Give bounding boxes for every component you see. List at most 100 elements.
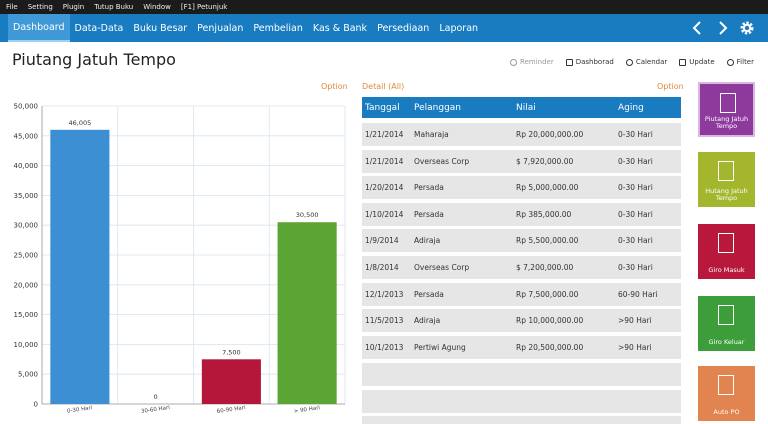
y-tick-label: 35,000 [14,192,39,200]
table-cell: 11/5/2013 [365,316,404,326]
table-row[interactable]: 1/21/2014 Maharaja Rp 20,000,000.00 0-30 Ha… [362,123,681,146]
toolbar-label: Filter [736,58,754,66]
detail-label[interactable]: Detail (All) [362,82,405,91]
menu-item[interactable]: Window [143,3,171,11]
toolbar-button[interactable]: Update [679,58,715,66]
nav-item[interactable]: Persediaan [377,22,430,34]
toolbar: Reminder Dashborad Calendar Update Filter [510,58,754,66]
table-row[interactable]: 12/1/2013 Persada Rp 7,500,000.00 60-90 Har… [362,282,681,306]
menu-item[interactable]: Tutup Buku [94,3,134,11]
tile[interactable]: Giro Masuk [698,224,755,279]
tile[interactable]: Auto PO [698,366,755,421]
column-header: Pelanggan [414,102,462,113]
table-cell: Persada [414,183,444,193]
table-cell: Rp 10,000,000.00 [516,316,584,326]
table-cell: >90 Hari [618,316,652,326]
toolbar-icon [625,58,633,66]
table-cell: Persada [414,289,444,299]
value-label: 46,005 [69,119,92,127]
tile-label: Hutang Jatuh Tempo [705,187,748,202]
back-button[interactable] [692,21,701,35]
toolbar-button[interactable]: Reminder [510,58,554,66]
x-tick-label: > 90 Hari [293,405,320,415]
table-cell: 0-30 Hari [618,263,653,272]
y-tick-label: 0 [34,401,38,409]
menu-item[interactable]: Setting [27,3,53,11]
table-cell: Adiraja [414,236,441,246]
chart-option[interactable]: Option [321,82,348,91]
table-cell: 10/1/2013 [365,342,404,352]
tile-icon [720,93,736,113]
menu-item[interactable]: [F1] Petunjuk [180,3,228,11]
nav-items: Dashboard Data-Data Buku Besar Penjualan Pem… [8,14,768,42]
y-tick-label: 45,000 [14,132,39,140]
toolbar-button[interactable]: Dashborad [565,58,614,66]
y-tick-label: 50,000 [14,103,39,111]
tile-label: Piutang Jatuh Tempo [704,115,749,130]
toolbar-icon [510,58,518,66]
table-row[interactable]: 1/9/2014 Adiraja Rp 5,500,000.00 0-30 Hari [362,229,681,253]
toolbar-button[interactable]: Calendar [625,58,668,66]
y-tick-label: 30,000 [14,222,39,230]
toolbar-label: Update [689,58,715,66]
table-row[interactable]: 1/8/2014 Overseas Corp $ 7,200,000.00 0-30 … [362,256,681,279]
table-cell: 1/21/2014 [365,130,404,139]
table-cell: Rp 5,500,000.00 [516,236,579,246]
table-cell: Rp 385,000.00 [516,209,572,219]
tile-label: Auto PO [713,408,740,416]
table-row[interactable]: 1/20/2014 Persada Rp 5,000,000.00 0-30 Hari [362,176,681,200]
table-row[interactable]: 10/1/2013 Pertiwi Agung Rp 20,500,000.00 >9… [362,335,681,359]
y-tick-label: 25,000 [14,252,39,260]
table-cell: 1/10/2014 [365,209,404,219]
table-row[interactable]: 11/5/2013 Adiraja Rp 10,000,000.00 >90 Hari [362,309,681,333]
table-cell: Rp 5,000,000.00 [516,183,579,193]
y-tick-label: 40,000 [14,162,39,170]
nav-item[interactable]: Laporan [439,22,479,34]
table-row[interactable]: 1/21/2014 Overseas Corp $ 7,920,000.00 0-30… [362,149,681,173]
value-label: 7,500 [222,348,241,356]
nav-bar: Dashboard Data-Data Buku Besar Penjualan Pem… [0,14,768,42]
tile[interactable]: Hutang Jatuh Tempo [698,152,755,207]
tile-icon [718,161,734,181]
table-cell: 0-30 Hari [618,183,653,193]
page-title: Piutang Jatuh Tempo [12,50,176,69]
nav-item[interactable]: Pembelian [253,22,303,34]
menu-bar: File Setting Plugin Tutup Buku Window [F1] Pe… [0,0,768,14]
tile[interactable]: Piutang Jatuh Tempo [698,82,755,137]
nav-item[interactable]: Kas & Bank [312,22,368,34]
forward-button[interactable] [719,21,728,35]
empty-row [362,416,681,424]
bar [277,222,337,404]
y-tick-label: 5,000 [18,371,38,379]
value-label: 30,500 [296,211,319,219]
toolbar-label: Calendar [635,58,668,66]
detail-option[interactable]: Option [657,82,684,91]
toolbar-button[interactable]: Filter [726,58,754,66]
table-cell: Pertiwi Agung [414,342,466,352]
table-cell: Maharaja [414,130,449,139]
toolbar-icon [679,58,687,66]
x-tick-label: 0-30 Hari [67,405,94,415]
nav-item[interactable]: Penjualan [197,22,244,34]
tile-icon [718,233,734,253]
column-header: Nilai [516,102,536,113]
table-cell: Rp 7,500,000.00 [516,289,579,299]
bar [201,359,261,404]
tile[interactable]: Giro Keluar [698,296,755,351]
menu-item[interactable]: Plugin [62,3,85,11]
y-tick-label: 20,000 [14,281,39,289]
nav-item[interactable]: Buku Besar [133,22,188,34]
table-row[interactable]: 1/10/2014 Persada Rp 385,000.00 0-30 Hari [362,202,681,226]
menu-item[interactable]: File [6,3,18,11]
toolbar-icon [726,58,734,66]
nav-item[interactable]: Data-Data [74,22,124,34]
nav-item[interactable]: Dashboard [8,14,70,42]
table-cell: 0-30 Hari [618,156,653,166]
table-cell: 12/1/2013 [365,289,404,299]
y-tick-label: 15,000 [14,311,39,319]
tile-icon [718,375,734,395]
table-cell: 0-30 Hari [618,130,653,139]
table-cell: $ 7,200,000.00 [516,263,574,272]
settings-button[interactable] [740,21,754,35]
